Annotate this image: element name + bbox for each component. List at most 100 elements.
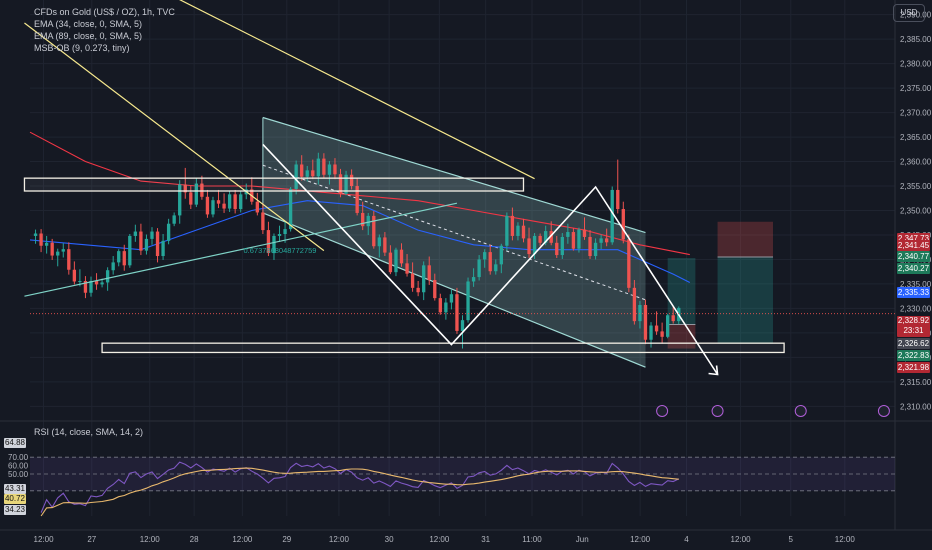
candle [549, 221, 553, 246]
candle [665, 313, 670, 339]
candle [366, 212, 370, 235]
candle-body [455, 294, 459, 331]
candle [67, 242, 71, 275]
candle [361, 201, 365, 231]
candle-body [593, 242, 598, 257]
candle [377, 234, 381, 258]
candle [355, 178, 359, 216]
price-tag: 2,340.77 [897, 251, 930, 262]
candle-body [438, 298, 442, 313]
candle-body [189, 192, 193, 205]
candle-body [211, 200, 215, 215]
fib-level-label: 0.6737868048772759 [243, 246, 316, 255]
candle-body [194, 183, 199, 205]
candle [161, 233, 165, 260]
symbol-title: CFDs on Gold (US$ / OZ), 1h, TVC [34, 7, 175, 17]
candle-body [139, 231, 143, 251]
candle [83, 276, 88, 299]
candle-body [133, 231, 138, 236]
candle [449, 289, 454, 310]
candle [455, 287, 459, 334]
support-zone [101, 342, 785, 354]
candle-body [266, 230, 271, 254]
candle-body [316, 158, 320, 177]
flag-icon [711, 405, 724, 417]
y-tick-label: 2,365.00 [900, 133, 932, 142]
trendline [24, 22, 325, 252]
candle-body [577, 229, 581, 249]
candle-body [50, 242, 54, 256]
candle-body [671, 315, 675, 322]
candle [372, 210, 376, 249]
x-tick-label: 12:00 [835, 535, 856, 544]
candle [555, 235, 559, 258]
rsi-value-tag: 43.31 [4, 484, 26, 494]
candle-body [205, 196, 210, 215]
candle-body [505, 215, 509, 246]
candle-body [344, 174, 348, 194]
candle-body [311, 170, 315, 177]
rsi-tick-label: 50.00 [8, 470, 29, 479]
candle-body [466, 281, 470, 321]
candle-body [283, 229, 287, 234]
currency-button[interactable]: USD [893, 4, 925, 22]
candle-body [532, 235, 537, 255]
candle [388, 245, 393, 275]
y-tick-label: 2,335.00 [900, 280, 932, 289]
x-tick-label: 28 [190, 535, 199, 544]
y-tick-label: 2,390.00 [900, 11, 932, 20]
x-tick-label: 5 [789, 535, 794, 544]
candle-body [433, 280, 437, 299]
candle-body [444, 302, 448, 313]
candle-body [227, 194, 232, 209]
candle-body [105, 270, 110, 283]
candle-body [33, 233, 38, 236]
candle-body [654, 325, 659, 332]
candle [72, 261, 77, 285]
y-tick-label: 2,370.00 [900, 109, 932, 118]
candle [89, 276, 93, 297]
price-tag-value: 2,340.27 [897, 264, 930, 273]
candle [316, 152, 320, 185]
x-tick-label: 12:00 [731, 535, 752, 544]
candle-body [527, 238, 531, 255]
candle-body [67, 249, 71, 270]
candle [172, 212, 176, 227]
candle-body [111, 262, 115, 271]
y-tick-label: 2,310.00 [900, 402, 932, 411]
candle [605, 228, 609, 247]
rsi-ma-line [40, 467, 679, 517]
chart-legend: CFDs on Gold (US$ / OZ), 1h, TVC EMA (34… [34, 6, 175, 54]
candle [322, 153, 326, 179]
candle-body [399, 249, 404, 264]
candle-body [178, 184, 182, 216]
candle-body [422, 265, 426, 293]
rsi-line [40, 461, 680, 513]
candle [50, 238, 54, 260]
candle [383, 232, 387, 257]
zigzag-projection [262, 143, 719, 375]
candle [593, 238, 598, 260]
candle [671, 306, 675, 324]
price-tag: 2,347.73 [897, 233, 930, 244]
candle-body [166, 223, 171, 241]
candle [577, 227, 581, 253]
candle-body [200, 183, 204, 197]
candle-body [255, 201, 260, 213]
price-tag-value: 2,347.73 [897, 234, 930, 243]
candle-body [588, 236, 592, 257]
candle [200, 175, 204, 200]
candle [660, 322, 664, 344]
candle [150, 227, 154, 245]
candle [654, 311, 659, 335]
candle-body [150, 231, 154, 239]
price-tag: 2,341.45 [897, 240, 930, 251]
candle [39, 229, 43, 253]
candle [416, 280, 420, 297]
candle [194, 177, 199, 208]
candle [261, 203, 265, 234]
candle-body [117, 251, 121, 263]
candle-body [355, 186, 359, 213]
